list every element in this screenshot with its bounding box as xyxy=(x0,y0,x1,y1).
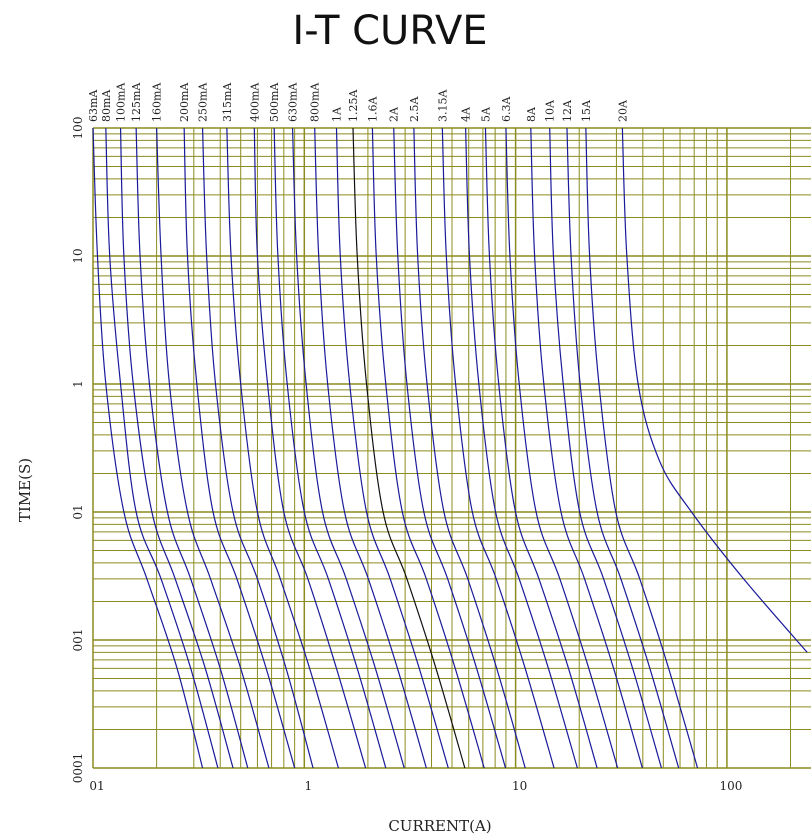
fuse-curve-5A xyxy=(484,127,598,769)
series-label-8A: 8A xyxy=(525,106,538,122)
fuse-curve-200mA xyxy=(183,127,296,769)
fuse-curve-100mA xyxy=(119,127,234,769)
y-tick-label: 01 xyxy=(71,504,85,519)
x-tick-label: 100 xyxy=(719,779,742,793)
series-label-500mA: 500mA xyxy=(268,82,281,122)
y-tick-labels: 100 10 1 01 001 0001 xyxy=(71,117,85,784)
fuse-curve-2.5A xyxy=(413,127,526,769)
fuse-curve-160mA xyxy=(156,127,270,769)
series-label-4A: 4A xyxy=(460,106,473,122)
series-label-200mA: 200mA xyxy=(178,82,191,122)
x-axis-label: CURRENT(A) xyxy=(388,817,491,835)
y-tick-label: 100 xyxy=(71,117,85,140)
fuse-curve-630mA xyxy=(291,127,405,769)
series-label-2.5A: 2.5A xyxy=(408,96,421,122)
fuse-curve-315mA xyxy=(226,127,339,769)
fuse-curve-250mA xyxy=(201,127,314,769)
y-tick-label: 0001 xyxy=(71,753,85,784)
fuse-curve-4A xyxy=(465,127,578,769)
fuse-curve-1A xyxy=(335,127,449,769)
fuse-curve-500mA xyxy=(273,127,387,769)
fuse-curve-3.15A xyxy=(441,127,555,769)
fuse-curve-125mA xyxy=(135,127,249,769)
series-label-630mA: 630mA xyxy=(287,82,300,122)
series-label-12A: 12A xyxy=(561,99,574,122)
series-label-160mA: 160mA xyxy=(151,82,164,122)
fuse-curve-1.25A xyxy=(352,127,466,769)
series-label-250mA: 250mA xyxy=(197,82,210,122)
fuse-curve-80mA xyxy=(105,127,219,769)
series-label-15A: 15A xyxy=(580,99,593,122)
fuse-curve-15A xyxy=(585,127,699,769)
fuse-curve-400mA xyxy=(253,127,367,769)
series-label-10A: 10A xyxy=(544,99,557,122)
series-labels: 63mA 80mA 100mA 125mA 160mA 200mA 250mA 315mA 40… xyxy=(87,82,629,122)
y-axis-label: TIME(S) xyxy=(16,458,34,522)
fuse-curve-800mA xyxy=(314,127,427,769)
series-label-5A: 5A xyxy=(479,106,492,122)
fuse-curve-8A xyxy=(530,127,643,769)
x-tick-labels: 01 1 10 100 xyxy=(89,779,742,793)
series-label-125mA: 125mA xyxy=(130,82,143,122)
series-label-800mA: 800mA xyxy=(309,82,322,122)
series-label-1.25A: 1.25A xyxy=(347,89,360,122)
x-tick-label: 10 xyxy=(512,779,527,793)
series-label-20A: 20A xyxy=(616,99,629,122)
y-tick-label: 1 xyxy=(71,380,85,388)
series-label-63mA: 63mA xyxy=(87,89,100,122)
fuse-curve-63mA xyxy=(92,127,204,769)
series-label-2A: 2A xyxy=(388,106,401,122)
fuse-curve-12A xyxy=(566,127,680,769)
series-label-315mA: 315mA xyxy=(221,82,234,122)
series-label-1A: 1A xyxy=(330,106,343,122)
fuse-curve-1.6A xyxy=(371,127,485,769)
series-label-100mA: 100mA xyxy=(115,82,128,122)
series-label-1.6A: 1.6A xyxy=(366,96,379,122)
x-tick-label: 1 xyxy=(304,779,312,793)
y-tick-label: 001 xyxy=(71,629,85,652)
fuse-curve-10A xyxy=(549,127,663,769)
fuse-curve-6.3A xyxy=(505,127,619,769)
x-tick-label: 01 xyxy=(89,779,104,793)
fuse-curve-20A xyxy=(621,127,808,653)
series-label-3.15A: 3.15A xyxy=(436,89,449,122)
chart-title: I-T CURVE xyxy=(292,8,487,54)
series-label-400mA: 400mA xyxy=(248,82,261,122)
y-tick-label: 10 xyxy=(71,248,85,263)
series-label-6.3A: 6.3A xyxy=(500,96,513,122)
series-label-80mA: 80mA xyxy=(100,89,113,122)
fuse-curve-2A xyxy=(393,127,507,769)
fuse-curves xyxy=(92,127,808,769)
